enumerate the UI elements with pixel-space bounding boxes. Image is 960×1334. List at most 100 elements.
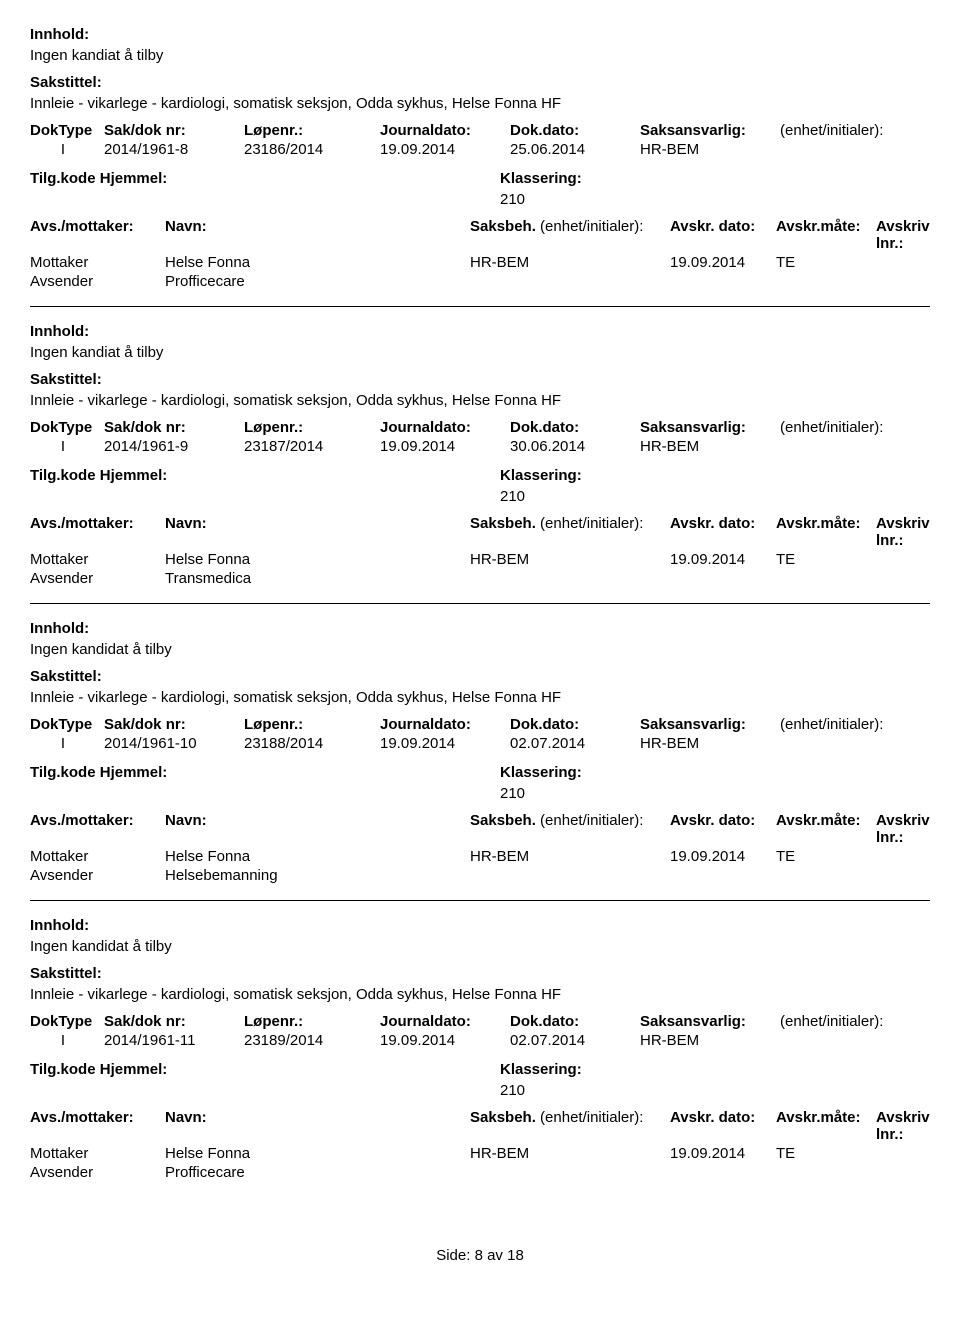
sakdoknr-value: 2014/1961-11 [104, 1032, 244, 1049]
doktype-header: DokType [30, 122, 104, 139]
navn-header: Navn: [165, 812, 470, 846]
mottaker-avskr-mate-value: TE [776, 1145, 876, 1162]
klassering-label: Klassering: [500, 1061, 930, 1078]
sakdoknr-header: Sak/dok nr: [104, 122, 244, 139]
side-label: Side: [436, 1247, 470, 1264]
enhet-init-header: (enhet/initialer): [780, 122, 930, 139]
mottaker-label: Mottaker [30, 1145, 165, 1162]
sakdoknr-header: Sak/dok nr: [104, 1013, 244, 1030]
avskriv-lnr-header: Avskriv lnr.: [876, 812, 930, 846]
doktype-header: DokType [30, 716, 104, 733]
mottaker-navn-value: Helse Fonna [165, 254, 470, 271]
saksbeh-header: Saksbeh. (enhet/initialer): [470, 515, 670, 549]
saksansvarlig-header: Saksansvarlig: [640, 419, 780, 436]
saksansvarlig-value: HR-BEM [640, 141, 780, 158]
mottaker-label: Mottaker [30, 848, 165, 865]
journaldato-header: Journaldato: [380, 122, 510, 139]
sakstittel-value: Innleie - vikarlege - kardiologi, somati… [30, 392, 930, 409]
enhet-init-header: (enhet/initialer): [780, 716, 930, 733]
mottaker-avskr-mate-value: TE [776, 551, 876, 568]
avs-mottaker-header: Avs./mottaker: [30, 1109, 165, 1143]
saksansvarlig-header: Saksansvarlig: [640, 716, 780, 733]
innhold-label: Innhold: [30, 620, 930, 637]
avskr-mate-header: Avskr.måte: [776, 812, 876, 846]
enhet-init-header: (enhet/initialer): [780, 419, 930, 436]
lopenr-header: Løpenr.: [244, 1013, 380, 1030]
avsender-label: Avsender [30, 570, 165, 587]
enhet-init-value [780, 1032, 930, 1049]
mottaker-saksbeh-value: HR-BEM [470, 848, 670, 865]
sakstittel-value: Innleie - vikarlege - kardiologi, somati… [30, 95, 930, 112]
innhold-value: Ingen kandiat å tilby [30, 344, 930, 361]
enhet-init-value [780, 735, 930, 752]
journal-record: Innhold: Ingen kandidat å tilby Sakstitt… [30, 604, 930, 901]
saksansvarlig-value: HR-BEM [640, 438, 780, 455]
avsender-label: Avsender [30, 273, 165, 290]
lopenr-value: 23187/2014 [244, 438, 380, 455]
avskr-dato-header: Avskr. dato: [670, 218, 776, 252]
innhold-value: Ingen kandidat å tilby [30, 641, 930, 658]
journaldato-value: 19.09.2014 [380, 438, 510, 455]
klassering-value: 210 [500, 1082, 930, 1099]
innhold-value: Ingen kandidat å tilby [30, 938, 930, 955]
dokdato-header: Dok.dato: [510, 122, 640, 139]
innhold-label: Innhold: [30, 26, 930, 43]
page-total: 18 [507, 1247, 524, 1264]
klassering-label: Klassering: [500, 764, 930, 781]
avsender-label: Avsender [30, 1164, 165, 1181]
avskr-mate-header: Avskr.måte: [776, 1109, 876, 1143]
doktype-value: I [30, 141, 104, 158]
mottaker-saksbeh-value: HR-BEM [470, 254, 670, 271]
saksansvarlig-header: Saksansvarlig: [640, 122, 780, 139]
enhet-init-value [780, 141, 930, 158]
doktype-header: DokType [30, 419, 104, 436]
mottaker-navn-value: Helse Fonna [165, 551, 470, 568]
mottaker-avskriv-lnr-value [876, 848, 930, 865]
mottaker-navn-value: Helse Fonna [165, 848, 470, 865]
dokdato-header: Dok.dato: [510, 716, 640, 733]
tilg-hjemmel-label: Tilg.kode Hjemmel: [30, 467, 500, 484]
avsender-navn-value: Transmedica [165, 570, 470, 587]
page-number: 8 [475, 1247, 483, 1264]
mottaker-saksbeh-value: HR-BEM [470, 551, 670, 568]
lopenr-header: Løpenr.: [244, 716, 380, 733]
sakstittel-label: Sakstittel: [30, 668, 930, 685]
avskr-dato-header: Avskr. dato: [670, 515, 776, 549]
mottaker-saksbeh-value: HR-BEM [470, 1145, 670, 1162]
avsender-navn-value: Profficecare [165, 1164, 470, 1181]
innhold-value: Ingen kandiat å tilby [30, 47, 930, 64]
doktype-value: I [30, 438, 104, 455]
saksbeh-header: Saksbeh. (enhet/initialer): [470, 812, 670, 846]
avskr-dato-header: Avskr. dato: [670, 1109, 776, 1143]
dokdato-value: 02.07.2014 [510, 735, 640, 752]
lopenr-value: 23188/2014 [244, 735, 380, 752]
sakstittel-label: Sakstittel: [30, 371, 930, 388]
klassering-value: 210 [500, 191, 930, 208]
mottaker-avskr-dato-value: 19.09.2014 [670, 254, 776, 271]
navn-header: Navn: [165, 1109, 470, 1143]
journaldato-header: Journaldato: [380, 419, 510, 436]
avskriv-lnr-header: Avskriv lnr.: [876, 218, 930, 252]
dokdato-value: 30.06.2014 [510, 438, 640, 455]
saksbeh-header: Saksbeh. (enhet/initialer): [470, 1109, 670, 1143]
mottaker-avskriv-lnr-value [876, 551, 930, 568]
innhold-label: Innhold: [30, 917, 930, 934]
mottaker-avskriv-lnr-value [876, 1145, 930, 1162]
lopenr-header: Løpenr.: [244, 419, 380, 436]
mottaker-navn-value: Helse Fonna [165, 1145, 470, 1162]
sakstittel-label: Sakstittel: [30, 965, 930, 982]
mottaker-label: Mottaker [30, 551, 165, 568]
klassering-label: Klassering: [500, 467, 930, 484]
lopenr-value: 23186/2014 [244, 141, 380, 158]
mottaker-avskr-mate-value: TE [776, 848, 876, 865]
sakdoknr-value: 2014/1961-10 [104, 735, 244, 752]
avsender-label: Avsender [30, 867, 165, 884]
journal-record: Innhold: Ingen kandidat å tilby Sakstitt… [30, 901, 930, 1197]
mottaker-avskr-dato-value: 19.09.2014 [670, 1145, 776, 1162]
avskr-mate-header: Avskr.måte: [776, 515, 876, 549]
sakdoknr-header: Sak/dok nr: [104, 419, 244, 436]
klassering-value: 210 [500, 785, 930, 802]
journaldato-header: Journaldato: [380, 716, 510, 733]
avskriv-lnr-header: Avskriv lnr.: [876, 515, 930, 549]
doktype-value: I [30, 735, 104, 752]
